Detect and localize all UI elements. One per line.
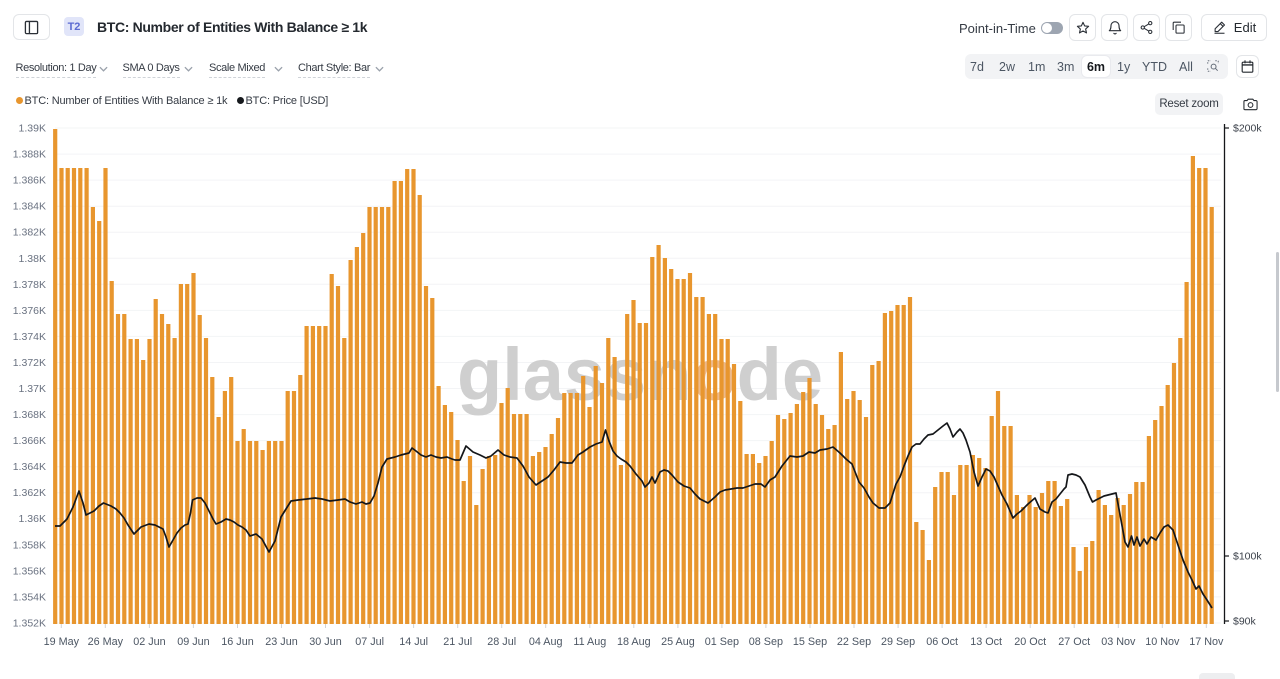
svg-text:03 Nov: 03 Nov — [1101, 636, 1136, 648]
svg-text:10 Nov: 10 Nov — [1145, 636, 1180, 648]
svg-text:1.382K: 1.382K — [13, 227, 46, 239]
svg-text:1.374K: 1.374K — [13, 331, 46, 343]
svg-text:21 Jul: 21 Jul — [443, 636, 472, 648]
svg-text:1.362K: 1.362K — [13, 487, 46, 499]
svg-text:20 Oct: 20 Oct — [1014, 636, 1046, 648]
svg-text:23 Jun: 23 Jun — [265, 636, 297, 648]
svg-text:1.352K: 1.352K — [13, 618, 46, 630]
svg-text:$90k: $90k — [1233, 616, 1257, 628]
svg-text:1.388K: 1.388K — [13, 149, 46, 161]
svg-text:17 Nov: 17 Nov — [1189, 636, 1224, 648]
svg-text:1.354K: 1.354K — [13, 591, 46, 603]
svg-text:07 Jul: 07 Jul — [355, 636, 384, 648]
svg-text:1.366K: 1.366K — [13, 435, 46, 447]
svg-text:1.358K: 1.358K — [13, 539, 46, 551]
svg-text:28 Jul: 28 Jul — [487, 636, 516, 648]
svg-text:1.38K: 1.38K — [19, 253, 46, 265]
svg-text:1.356K: 1.356K — [13, 565, 46, 577]
svg-text:30 Jun: 30 Jun — [309, 636, 341, 648]
svg-text:1.372K: 1.372K — [13, 357, 46, 369]
svg-text:14 Jul: 14 Jul — [399, 636, 428, 648]
svg-text:09 Jun: 09 Jun — [177, 636, 209, 648]
svg-text:1.386K: 1.386K — [13, 175, 46, 187]
svg-text:15 Sep: 15 Sep — [793, 636, 827, 648]
svg-text:$100k: $100k — [1233, 551, 1262, 563]
svg-text:16 Jun: 16 Jun — [221, 636, 253, 648]
svg-text:02 Jun: 02 Jun — [133, 636, 165, 648]
svg-text:$200k: $200k — [1233, 123, 1262, 135]
svg-text:19 May: 19 May — [44, 636, 80, 648]
svg-text:1.368K: 1.368K — [13, 409, 46, 421]
svg-text:18 Aug: 18 Aug — [617, 636, 651, 648]
svg-text:13 Oct: 13 Oct — [970, 636, 1002, 648]
svg-text:29 Sep: 29 Sep — [881, 636, 915, 648]
svg-text:01 Sep: 01 Sep — [705, 636, 739, 648]
svg-text:1.364K: 1.364K — [13, 461, 46, 473]
svg-text:25 Aug: 25 Aug — [661, 636, 695, 648]
svg-text:1.384K: 1.384K — [13, 201, 46, 213]
svg-text:1.378K: 1.378K — [13, 279, 46, 291]
svg-text:27 Oct: 27 Oct — [1058, 636, 1090, 648]
svg-text:22 Sep: 22 Sep — [837, 636, 871, 648]
svg-text:1.37K: 1.37K — [19, 383, 46, 395]
svg-text:06 Oct: 06 Oct — [926, 636, 958, 648]
svg-text:1.39K: 1.39K — [19, 123, 46, 135]
svg-text:08 Sep: 08 Sep — [749, 636, 783, 648]
svg-text:1.36K: 1.36K — [19, 513, 46, 525]
svg-text:26 May: 26 May — [88, 636, 124, 648]
svg-text:1.376K: 1.376K — [13, 305, 46, 317]
svg-text:04 Aug: 04 Aug — [529, 636, 563, 648]
svg-text:11 Aug: 11 Aug — [573, 636, 606, 648]
